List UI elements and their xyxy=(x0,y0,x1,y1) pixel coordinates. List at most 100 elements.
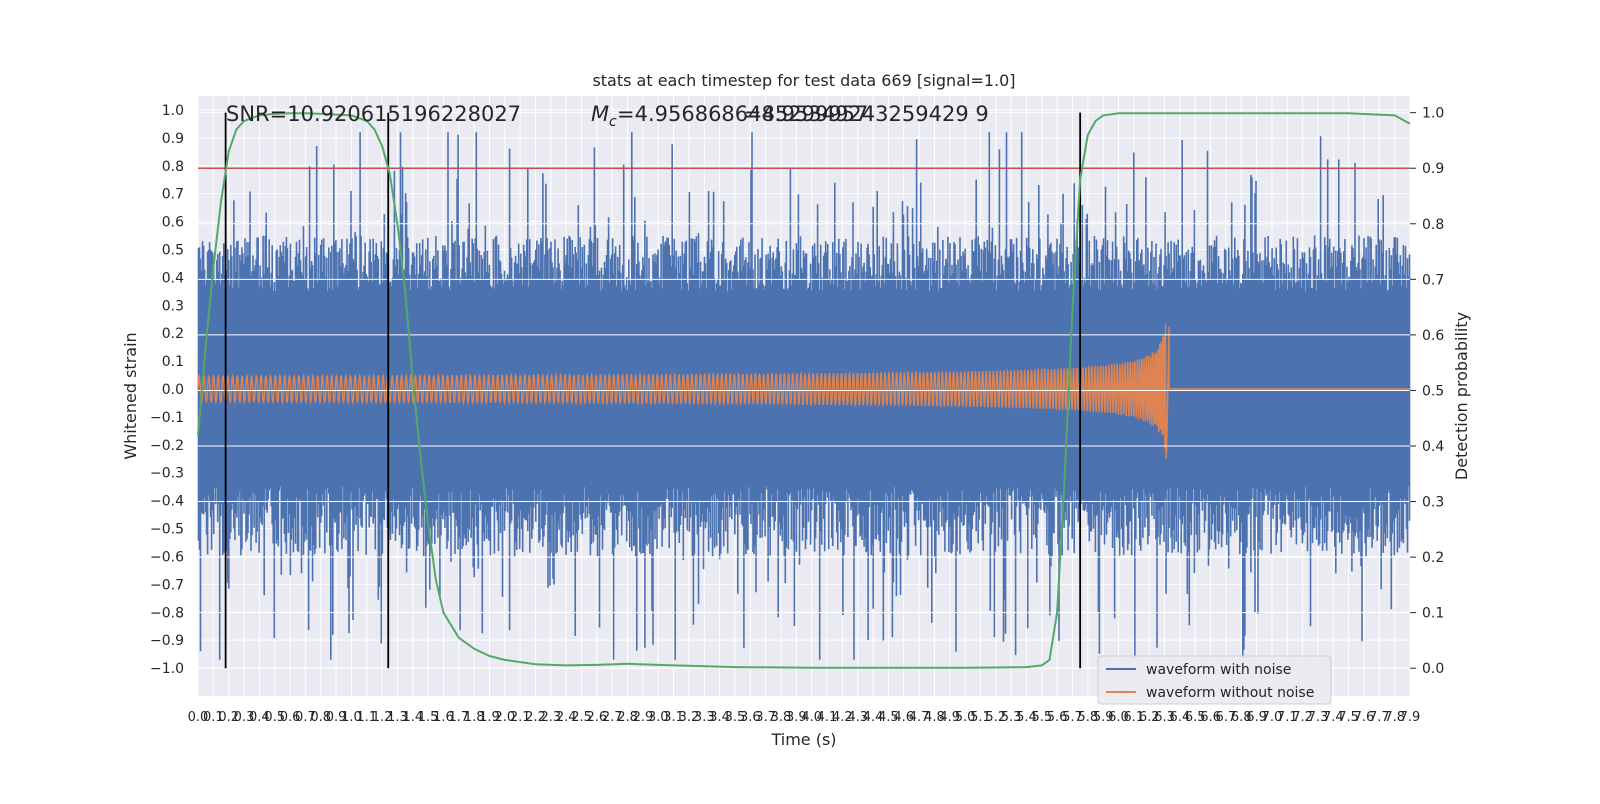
x-tick-label: 5.8 xyxy=(1077,710,1098,725)
x-tick-label: 2.8 xyxy=(617,710,638,725)
y-axis-label-left: Whitened strain xyxy=(121,332,140,459)
x-tick-label: 0.6 xyxy=(280,710,301,725)
x-tick-label: 6.0 xyxy=(1108,710,1129,725)
y-tick-label-right: 0.9 xyxy=(1422,161,1444,177)
y-tick-label-left: 0.0 xyxy=(162,382,184,398)
y-tick-label-left: 0.1 xyxy=(162,354,184,370)
y-tick-label-left: 0.6 xyxy=(162,215,184,231)
x-tick-label: 4.6 xyxy=(893,710,914,725)
y-tick-label-left: −0.1 xyxy=(150,410,184,426)
series-waveform-without-noise xyxy=(197,324,1410,459)
x-tick-label: 7.0 xyxy=(1262,710,1283,725)
y-tick-label-right: 0.7 xyxy=(1422,272,1444,288)
y-tick-label-left: 1.0 xyxy=(162,103,184,119)
x-tick-label: 1.5 xyxy=(418,710,439,725)
x-tick-label: 3.7 xyxy=(755,710,776,725)
legend: waveform with noise waveform without noi… xyxy=(1097,655,1332,705)
x-axis-label: Time (s) xyxy=(770,730,836,749)
vertical-markers xyxy=(224,112,1082,669)
x-tick-label: 6.5 xyxy=(1185,710,1206,725)
x-tick-label: 1.9 xyxy=(479,710,500,725)
x-tick-label: 1.6 xyxy=(433,710,454,725)
x-tick-label: 1.7 xyxy=(448,710,469,725)
x-tick-label: 5.3 xyxy=(1001,710,1022,725)
x-tick-label: 6.1 xyxy=(1124,710,1145,725)
x-tick-label: 1.2 xyxy=(372,710,393,725)
x-tick-label: 1.8 xyxy=(464,710,485,725)
x-tick-label: 3.9 xyxy=(786,710,807,725)
x-tick-label: 7.2 xyxy=(1292,710,1313,725)
y-tick-label-left: 0.9 xyxy=(162,131,184,147)
x-tick-label: 2.0 xyxy=(494,710,515,725)
x-tick-label: 0.1 xyxy=(203,710,224,725)
x-tick-label: 6.3 xyxy=(1154,710,1175,725)
x-tick-label: 3.6 xyxy=(740,710,761,725)
x-tick-label: 2.2 xyxy=(525,710,546,725)
x-tick-label: 7.5 xyxy=(1338,710,1359,725)
y-tick-labels-right: 1.0 0.9 0.8 0.7 0.6 0.5 0.4 0.3 0.2 0.1 0.0 xyxy=(1410,106,1444,677)
x-tick-label: 2.4 xyxy=(556,710,577,725)
x-tick-label: 6.8 xyxy=(1231,710,1252,725)
x-tick-label: 3.8 xyxy=(771,710,792,725)
mc-annotation-a: =4.9568686485299957 xyxy=(617,102,868,126)
y-tick-label-left: −1.0 xyxy=(150,661,184,677)
x-tick-label: 7.3 xyxy=(1308,710,1329,725)
legend-label-chirp: waveform without noise xyxy=(1146,685,1314,701)
x-tick-label: 7.1 xyxy=(1277,710,1298,725)
x-tick-label: 2.9 xyxy=(633,710,654,725)
x-tick-label: 5.5 xyxy=(1031,710,1052,725)
x-tick-label: 6.9 xyxy=(1246,710,1267,725)
y-tick-label-left: 0.8 xyxy=(162,159,184,175)
x-tick-label: 1.3 xyxy=(387,710,408,725)
x-tick-label: 7.8 xyxy=(1384,710,1405,725)
y-tick-label-right: 0.1 xyxy=(1422,606,1444,622)
x-tick-label: 2.5 xyxy=(571,710,592,725)
x-tick-label: 0.7 xyxy=(295,710,316,725)
y-tick-label-right: 0.4 xyxy=(1422,439,1444,455)
x-tick-label: 1.0 xyxy=(341,710,362,725)
x-tick-labels: 0.00.10.20.30.40.50.60.70.80.91.01.11.21… xyxy=(188,710,1421,725)
x-tick-label: 1.1 xyxy=(356,710,377,725)
y-tick-label-right: 0.0 xyxy=(1422,661,1444,677)
x-tick-label: 0.2 xyxy=(218,710,239,725)
x-tick-label: 3.2 xyxy=(679,710,700,725)
x-tick-label: 6.4 xyxy=(1170,710,1191,725)
x-tick-label: 2.6 xyxy=(587,710,608,725)
mc-annotation-b: =4.95349243259429 9 xyxy=(744,102,989,126)
y-tick-label-left: 0.3 xyxy=(162,298,184,314)
y-tick-label-right: 0.3 xyxy=(1422,495,1444,511)
y-tick-label-left: −0.5 xyxy=(150,522,184,538)
x-tick-label: 7.9 xyxy=(1400,710,1421,725)
y-tick-label-left: −0.8 xyxy=(150,605,184,621)
x-tick-label: 0.0 xyxy=(188,710,209,725)
series-detection-probability xyxy=(197,112,1411,669)
legend-label-noise: waveform with noise xyxy=(1146,662,1291,678)
x-tick-label: 0.8 xyxy=(310,710,331,725)
x-tick-label: 3.3 xyxy=(694,710,715,725)
x-tick-label: 3.5 xyxy=(725,710,746,725)
x-tick-label: 6.2 xyxy=(1139,710,1160,725)
y-tick-label-right: 0.5 xyxy=(1422,383,1444,399)
x-tick-label: 0.4 xyxy=(249,710,270,725)
x-tick-label: 0.5 xyxy=(264,710,285,725)
y-tick-label-left: 0.2 xyxy=(162,326,184,342)
x-tick-label: 1.4 xyxy=(402,710,423,725)
x-tick-label: 7.7 xyxy=(1369,710,1390,725)
x-tick-label: 7.4 xyxy=(1323,710,1344,725)
x-tick-label: 6.7 xyxy=(1216,710,1237,725)
x-tick-label: 2.1 xyxy=(510,710,531,725)
x-tick-label: 0.9 xyxy=(326,710,347,725)
chirp-waveform-path xyxy=(197,324,1410,459)
x-tick-label: 2.3 xyxy=(541,710,562,725)
x-tick-label: 4.0 xyxy=(801,710,822,725)
x-tick-label: 4.1 xyxy=(817,710,838,725)
x-tick-label: 5.0 xyxy=(955,710,976,725)
y-tick-label-left: −0.3 xyxy=(150,466,184,482)
y-tick-label-right: 1.0 xyxy=(1422,106,1444,122)
x-tick-label: 5.9 xyxy=(1093,710,1114,725)
mc-symbol: M xyxy=(591,102,609,126)
y-tick-label-right: 0.6 xyxy=(1422,328,1444,344)
y-tick-label-left: −0.9 xyxy=(150,633,184,649)
